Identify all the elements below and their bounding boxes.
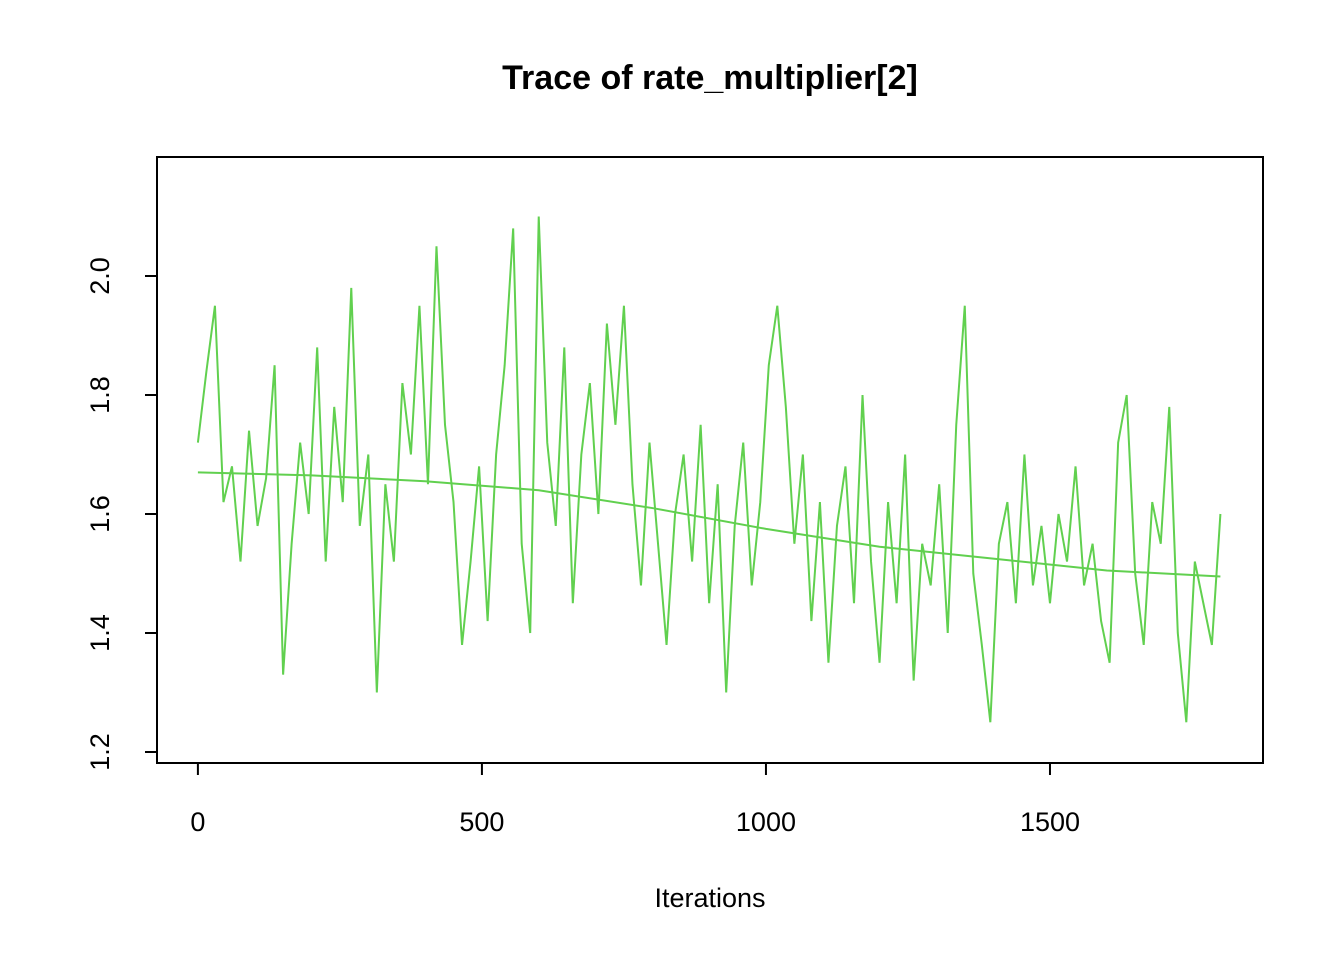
trace-line	[197, 471, 1221, 578]
x-tick-label: 500	[459, 807, 504, 837]
y-tick-label: 1.6	[85, 495, 115, 533]
x-axis-label: Iterations	[654, 883, 765, 913]
chart-title: Trace of rate_multiplier[2]	[502, 59, 918, 97]
y-tick-label: 1.4	[85, 614, 115, 652]
y-tick-label: 2.0	[85, 257, 115, 295]
x-tick-label: 1500	[1020, 807, 1080, 837]
x-tick-label: 0	[190, 807, 205, 837]
y-tick-label: 1.2	[85, 733, 115, 771]
x-tick-label: 1000	[736, 807, 796, 837]
trace-line	[196, 216, 1222, 723]
y-tick-label: 1.8	[85, 376, 115, 414]
